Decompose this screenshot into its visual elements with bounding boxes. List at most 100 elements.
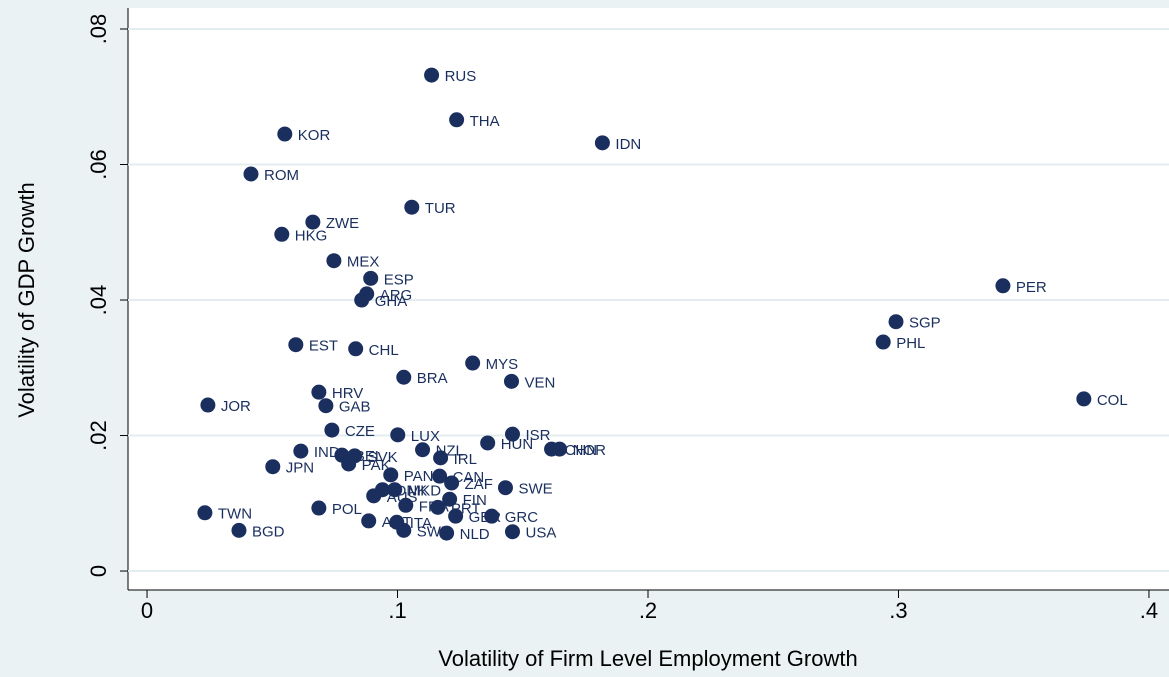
point [484, 508, 500, 524]
point-label: PHL [896, 335, 925, 352]
point [465, 355, 481, 371]
y-tick-label: .08 [86, 14, 111, 45]
point [390, 427, 406, 443]
point-label: HKG [295, 227, 328, 244]
point-label: FIN [463, 492, 487, 509]
point-label: CHL [369, 342, 399, 359]
point [274, 226, 290, 242]
y-tick-label: .04 [86, 285, 111, 316]
point [552, 441, 568, 457]
x-axis-title: Volatility of Firm Level Employment Grow… [438, 646, 857, 671]
point [200, 397, 216, 413]
point [875, 334, 891, 350]
point-label: ZAF [465, 476, 493, 493]
point [442, 491, 458, 507]
point-label: BEL [355, 448, 383, 465]
point [448, 508, 464, 524]
point-label: IRL [454, 451, 477, 468]
point-label: DNK [395, 483, 427, 500]
point [197, 505, 213, 521]
y-axis-title: Volatility of GDP Growth [14, 182, 39, 418]
point-label: ZWE [326, 215, 359, 232]
point [318, 398, 334, 414]
x-tick-label: .1 [388, 598, 406, 623]
point [265, 459, 281, 475]
point-label: THA [470, 113, 500, 130]
point [387, 482, 403, 498]
point [480, 435, 496, 451]
point [396, 369, 412, 385]
y-tick-label: .02 [86, 420, 111, 451]
point-label: GHA [375, 293, 408, 310]
point [324, 422, 340, 438]
point-label: MKD [408, 483, 442, 500]
point-label: TUR [425, 200, 456, 217]
point [383, 467, 399, 483]
point-label: IDN [615, 136, 641, 153]
point [277, 126, 293, 142]
point-label: GRC [505, 509, 538, 526]
point-label: BGD [252, 523, 285, 540]
x-tick-label: .4 [1140, 598, 1158, 623]
point-label: PAN [404, 468, 434, 485]
point-label: JPN [286, 460, 314, 477]
point [363, 270, 379, 286]
point [293, 443, 309, 459]
point [444, 475, 460, 491]
point-label: LUX [411, 428, 440, 445]
point-label: ISR [525, 427, 550, 444]
point-label: HRV [332, 385, 363, 402]
point [995, 278, 1011, 294]
y-tick-label: .06 [86, 149, 111, 180]
point-label: SWE [518, 481, 552, 498]
point-label: SGP [909, 315, 941, 332]
point-label: MEX [347, 254, 380, 271]
x-tick-label: .2 [639, 598, 657, 623]
point [504, 524, 520, 540]
point [348, 341, 364, 357]
point-label: PAK [362, 457, 391, 474]
point [366, 488, 382, 504]
point [594, 135, 610, 151]
point-label: ROM [264, 167, 299, 184]
point [311, 384, 327, 400]
x-tick-label: .3 [889, 598, 907, 623]
point [503, 373, 519, 389]
point-label: EST [309, 338, 338, 355]
point [449, 112, 465, 128]
plot-area [128, 8, 1169, 590]
point [354, 292, 370, 308]
point-label: CHN [565, 442, 598, 459]
point [439, 525, 455, 541]
point-label: CZE [345, 423, 375, 440]
point [1076, 391, 1092, 407]
point [305, 214, 321, 230]
x-tick-label: 0 [141, 598, 153, 623]
point [424, 67, 440, 83]
point-label: NOR [573, 442, 607, 459]
point-label: SVK [368, 449, 398, 466]
point [398, 497, 414, 513]
point [433, 450, 449, 466]
point [432, 468, 448, 484]
point [341, 456, 357, 472]
point-label: RUS [445, 68, 477, 85]
point-label: POL [332, 501, 362, 518]
point [430, 499, 446, 515]
point-label: ITA [410, 515, 432, 532]
point-label: NLD [460, 526, 490, 543]
point [311, 500, 327, 516]
point-label: PER [1016, 279, 1047, 296]
point-label: TWN [218, 506, 252, 523]
y-tick-label: 0 [86, 565, 111, 577]
point-label: HUN [501, 436, 534, 453]
point [404, 199, 420, 215]
point [361, 513, 377, 529]
point [504, 426, 520, 442]
point [326, 253, 342, 269]
point-label: COL [1097, 392, 1128, 409]
point [231, 522, 247, 538]
point-label: IND [314, 444, 340, 461]
point [415, 442, 431, 458]
